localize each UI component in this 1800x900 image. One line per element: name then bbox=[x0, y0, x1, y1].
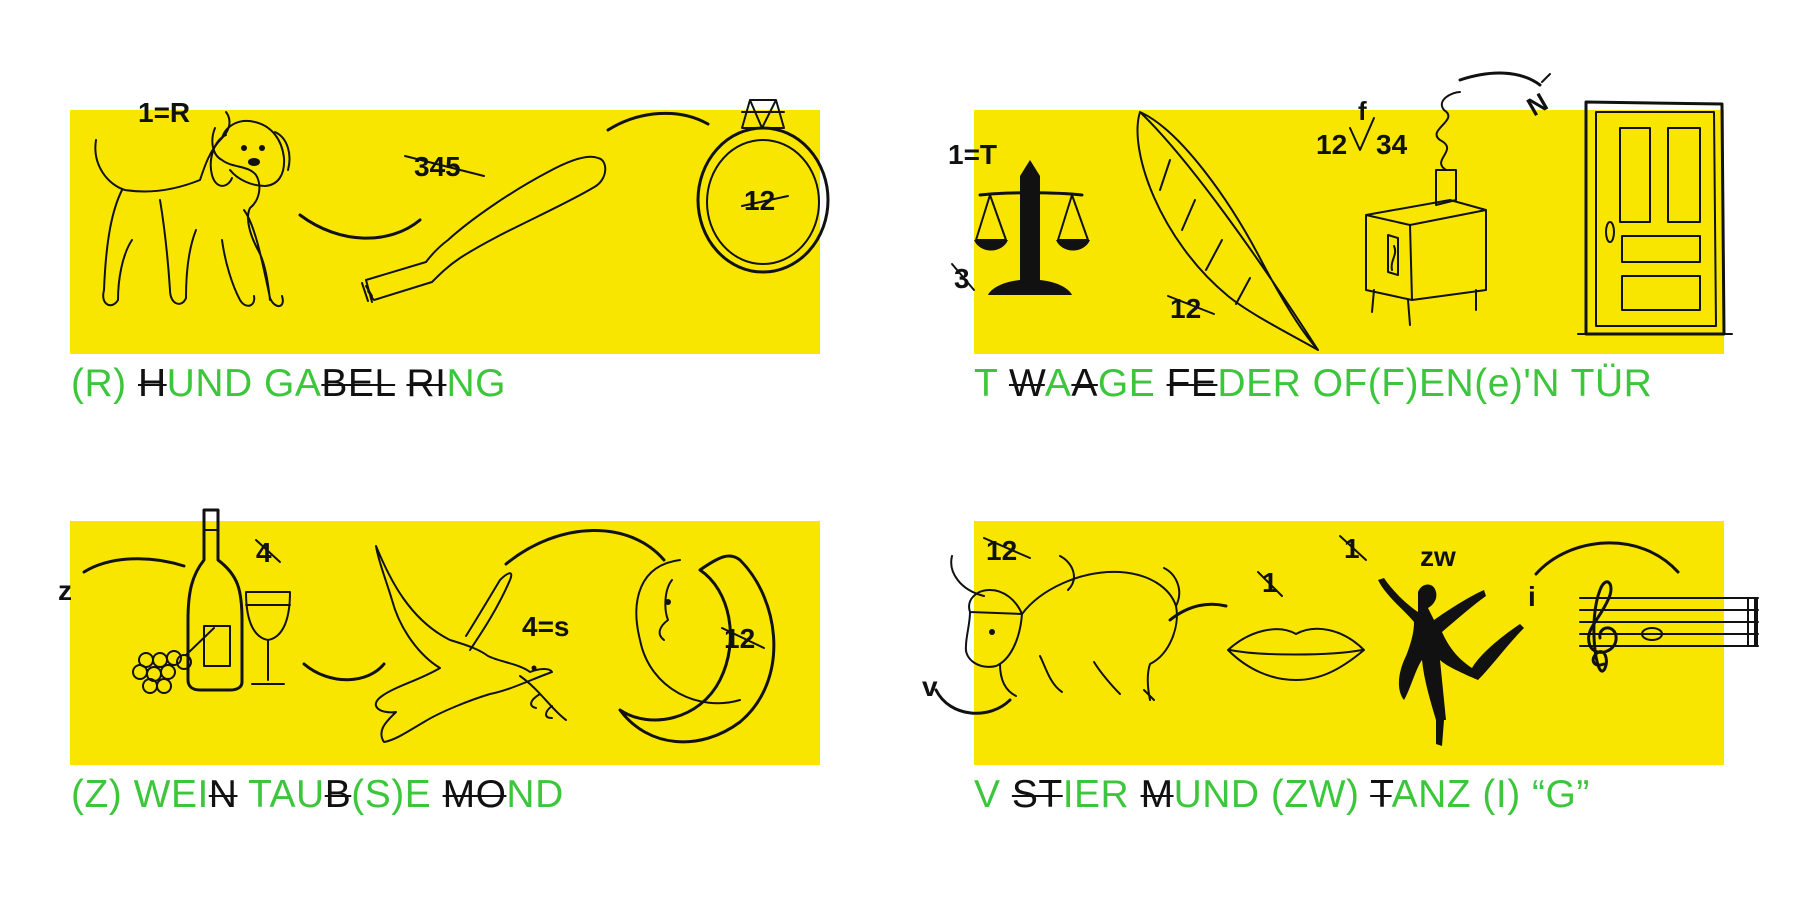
rebus-panel-1 bbox=[70, 110, 820, 354]
solution-text-3: (Z) WEIN TAUB(S)E MOND bbox=[71, 773, 564, 817]
rebus-panel-4 bbox=[974, 521, 1724, 765]
solution-segment: DER OF(F)EN(e)'N TÜR bbox=[1217, 362, 1653, 405]
rebus-panel-3 bbox=[70, 521, 820, 765]
solution-segment: (R) bbox=[71, 362, 138, 405]
solution-segment-struck: BEL bbox=[321, 362, 396, 405]
rebus-panel-2 bbox=[974, 110, 1724, 354]
solution-text-1: (R) HUND GABEL RING bbox=[71, 362, 506, 406]
solution-segment-struck: H bbox=[137, 362, 167, 405]
solution-segment-struck: FE bbox=[1166, 362, 1218, 405]
strike-line bbox=[951, 263, 975, 291]
solution-text-2: T WAAGE FEDER OF(F)EN(e)'N TÜR bbox=[974, 362, 1652, 406]
label-2-scale-small: 3 bbox=[954, 263, 970, 294]
solution-text-4: V STIER MUND (ZW) TANZ (I) “G” bbox=[974, 773, 1590, 817]
solution-segment: GE bbox=[1097, 362, 1167, 405]
solution-segment-struck: RI bbox=[406, 362, 447, 405]
solution-segment bbox=[395, 362, 406, 405]
solution-segment: UND GA bbox=[166, 362, 322, 405]
solution-segment-struck: A bbox=[1071, 362, 1098, 405]
solution-segment: A bbox=[1044, 362, 1072, 405]
strike-line bbox=[1541, 73, 1551, 83]
solution-segment: V bbox=[974, 773, 1012, 816]
solution-segment: NG bbox=[446, 362, 506, 405]
solution-segment-struck: B bbox=[324, 773, 352, 816]
solution-segment-struck: W bbox=[1008, 362, 1045, 405]
solution-segment: T bbox=[974, 362, 1009, 405]
solution-segment-struck: M bbox=[1140, 773, 1174, 816]
solution-segment: UND (ZW) bbox=[1173, 773, 1371, 816]
solution-segment: (S)E bbox=[351, 773, 443, 816]
solution-segment: (Z) WEI bbox=[71, 773, 209, 816]
solution-segment: ND bbox=[506, 773, 564, 816]
solution-segment-struck: ST bbox=[1011, 773, 1063, 816]
solution-segment-struck: N bbox=[208, 773, 238, 816]
label-4-v: v bbox=[922, 671, 938, 702]
solution-segment: IER bbox=[1062, 773, 1141, 816]
solution-segment-struck: T bbox=[1370, 773, 1392, 816]
solution-segment: ANZ (I) “G” bbox=[1391, 773, 1590, 816]
solution-segment-struck: MO bbox=[442, 773, 507, 816]
solution-segment: TAU bbox=[237, 773, 325, 816]
